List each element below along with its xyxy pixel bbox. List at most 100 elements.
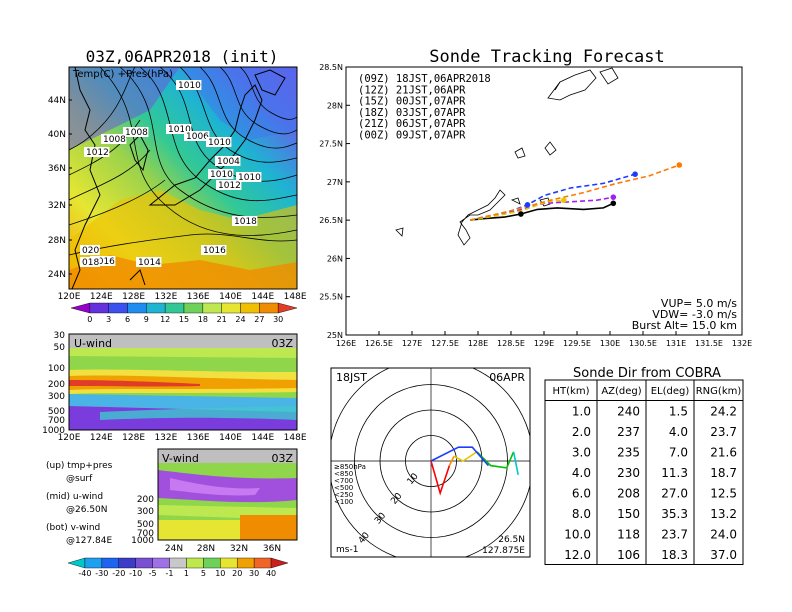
table-cell: 7.0 — [669, 446, 688, 460]
table-cell: 37.0 — [710, 548, 737, 562]
track-x-tick: 130.5E — [629, 339, 657, 348]
isobar-label: 1018 — [234, 217, 257, 227]
table-cell: 6.0 — [572, 487, 591, 501]
table-title: Sonde Dir from COBRA — [573, 366, 721, 381]
track-series-line — [469, 164, 680, 221]
isobar-label-bg — [232, 216, 258, 226]
wind-colorbar-cell — [186, 557, 204, 569]
temp-colorbar-cell — [259, 302, 279, 314]
wind-colorbar: -40 -30 -20 -10 -5 -1 1 5 10 20 30 40 — [67, 557, 289, 578]
table-cell: 12.0 — [564, 548, 591, 562]
wind-colorbar-cell — [84, 557, 103, 569]
track-x-tick: 127E — [402, 339, 422, 348]
table-header: EL(deg) — [651, 386, 690, 397]
table-cell: 1.0 — [572, 405, 591, 419]
track-x-tick: 128.5E — [497, 339, 525, 348]
isobar-label-bg — [206, 137, 232, 147]
temp-colorbar-cell — [146, 302, 166, 314]
table-cell: 24.2 — [710, 405, 737, 419]
uwind-pressure-tick: 50 — [54, 343, 66, 353]
legend-up2: @surf — [66, 474, 93, 484]
polar-legend-entry: <250 — [334, 491, 353, 499]
polar-series — [430, 446, 519, 496]
table-cell: 12.5 — [710, 487, 737, 501]
track-x-tick: 126.5E — [365, 339, 393, 348]
uwind-lon-tick: 144E — [251, 433, 274, 443]
map-lat-tick: 40N — [48, 130, 66, 140]
uwind-lon-tick: 140E — [219, 433, 242, 443]
isobar-label-bg — [84, 147, 110, 157]
track-x-tick: 129E — [534, 339, 554, 348]
legend-bot2: @127.84E — [66, 536, 112, 546]
wind-colorbar-cell — [237, 557, 255, 569]
polar-legend-entry: <100 — [334, 498, 353, 506]
uwind-pressure-tick: 300 — [48, 392, 65, 402]
wind-colorbar-tick: -10 — [129, 569, 142, 578]
map-lon-tick: 124E — [90, 292, 113, 302]
tracking-axes: 126E 126.5E 127E 127.5E 128E 128.5E 129E 129.5E… — [319, 63, 752, 348]
tracking-title: Sonde Tracking Forecast — [429, 47, 664, 67]
map-lon-tick: 120E — [58, 292, 81, 302]
track-legend-entry: (15Z) 00JST,07APR — [358, 96, 466, 108]
table-header: RNG(km) — [696, 386, 742, 397]
vwind-pressure-tick: 700 — [137, 529, 154, 539]
isobar-label: 1010 — [210, 170, 233, 180]
map-lon-tick: 144E — [251, 292, 274, 302]
temp-colorbar-tick: 12 — [160, 315, 170, 324]
tracking-legend: (09Z) 18JST,06APR2018(12Z) 21JST,06APR(1… — [358, 73, 491, 142]
tracking-series — [469, 162, 683, 221]
polar-pressure-legend: ≥850hPa<850<700<500<250<100 — [334, 463, 366, 506]
track-end-marker — [632, 171, 638, 177]
temp-colorbar-tick: 3 — [106, 315, 111, 324]
temp-colorbar-cell — [183, 302, 204, 314]
isobar-label-bg — [184, 131, 210, 141]
map-lon-tick: 148E — [284, 292, 307, 302]
track-y-tick: 26N — [327, 254, 343, 263]
uwind-lon-tick: 120E — [58, 433, 81, 443]
vwind-lat-tick: 24N — [165, 544, 183, 554]
polar-segment — [512, 451, 519, 475]
track-end-marker — [524, 202, 531, 208]
polar-ring — [379, 409, 483, 513]
map-lat-tick: 24N — [48, 270, 66, 280]
legend-up: (up) tmp+pres — [46, 461, 113, 471]
wind-colorbar-tick: -1 — [166, 569, 174, 578]
uwind-pressure-tick: 500 — [48, 407, 65, 417]
track-x-tick: 128E — [468, 339, 488, 348]
isobar-label: 018 — [82, 258, 99, 268]
wind-colorbar-cell — [253, 557, 272, 569]
wind-colorbar-cell — [67, 557, 86, 569]
wind-colorbar-tick: -40 — [78, 569, 91, 578]
table-header: HT(km) — [553, 386, 590, 397]
isobar-label-bg — [176, 80, 202, 90]
track-x-tick: 131.5E — [695, 339, 723, 348]
track-legend-entry: (09Z) 18JST,06APR2018 — [358, 73, 491, 85]
table-cell: 27.0 — [661, 487, 688, 501]
vwind-time: 03Z — [271, 452, 293, 465]
wind-colorbar-tick: 40 — [266, 569, 276, 578]
map-lat-tick: 36N — [48, 164, 66, 174]
table-cell: 23.7 — [710, 425, 737, 439]
polar-segment — [476, 451, 515, 469]
uwind-lon-ticks: 120E 124E 128E 132E 136E 140E 144E 148E — [58, 433, 307, 443]
temp-colorbar-cell — [277, 302, 298, 314]
isobar-label: 1010 — [178, 81, 201, 91]
track-legend-entry: (21Z) 06JST,07APR — [358, 118, 466, 130]
temp-colorbar-cell — [70, 302, 91, 314]
polar-legend-entry: <700 — [334, 477, 353, 485]
temp-colorbar-tick: 24 — [235, 315, 245, 324]
table-cell: 10.0 — [564, 528, 591, 542]
temp-colorbar-tick: 15 — [179, 315, 189, 324]
uwind-lon-tick: 148E — [284, 433, 307, 443]
uwind-pressure-tick: 200 — [48, 380, 65, 390]
table-cell: 11.3 — [661, 466, 688, 480]
uwind-pressure-tick: 700 — [48, 416, 65, 426]
polar-ring — [405, 435, 457, 487]
polar-time: 18JST — [336, 371, 367, 384]
track-y-tick: 28.5N — [319, 63, 343, 72]
table-cell: 106 — [617, 548, 640, 562]
map-title: 03Z,06APR2018 (init) — [86, 47, 279, 66]
polar-segment — [448, 456, 455, 466]
track-y-tick: 26.5N — [319, 216, 343, 225]
